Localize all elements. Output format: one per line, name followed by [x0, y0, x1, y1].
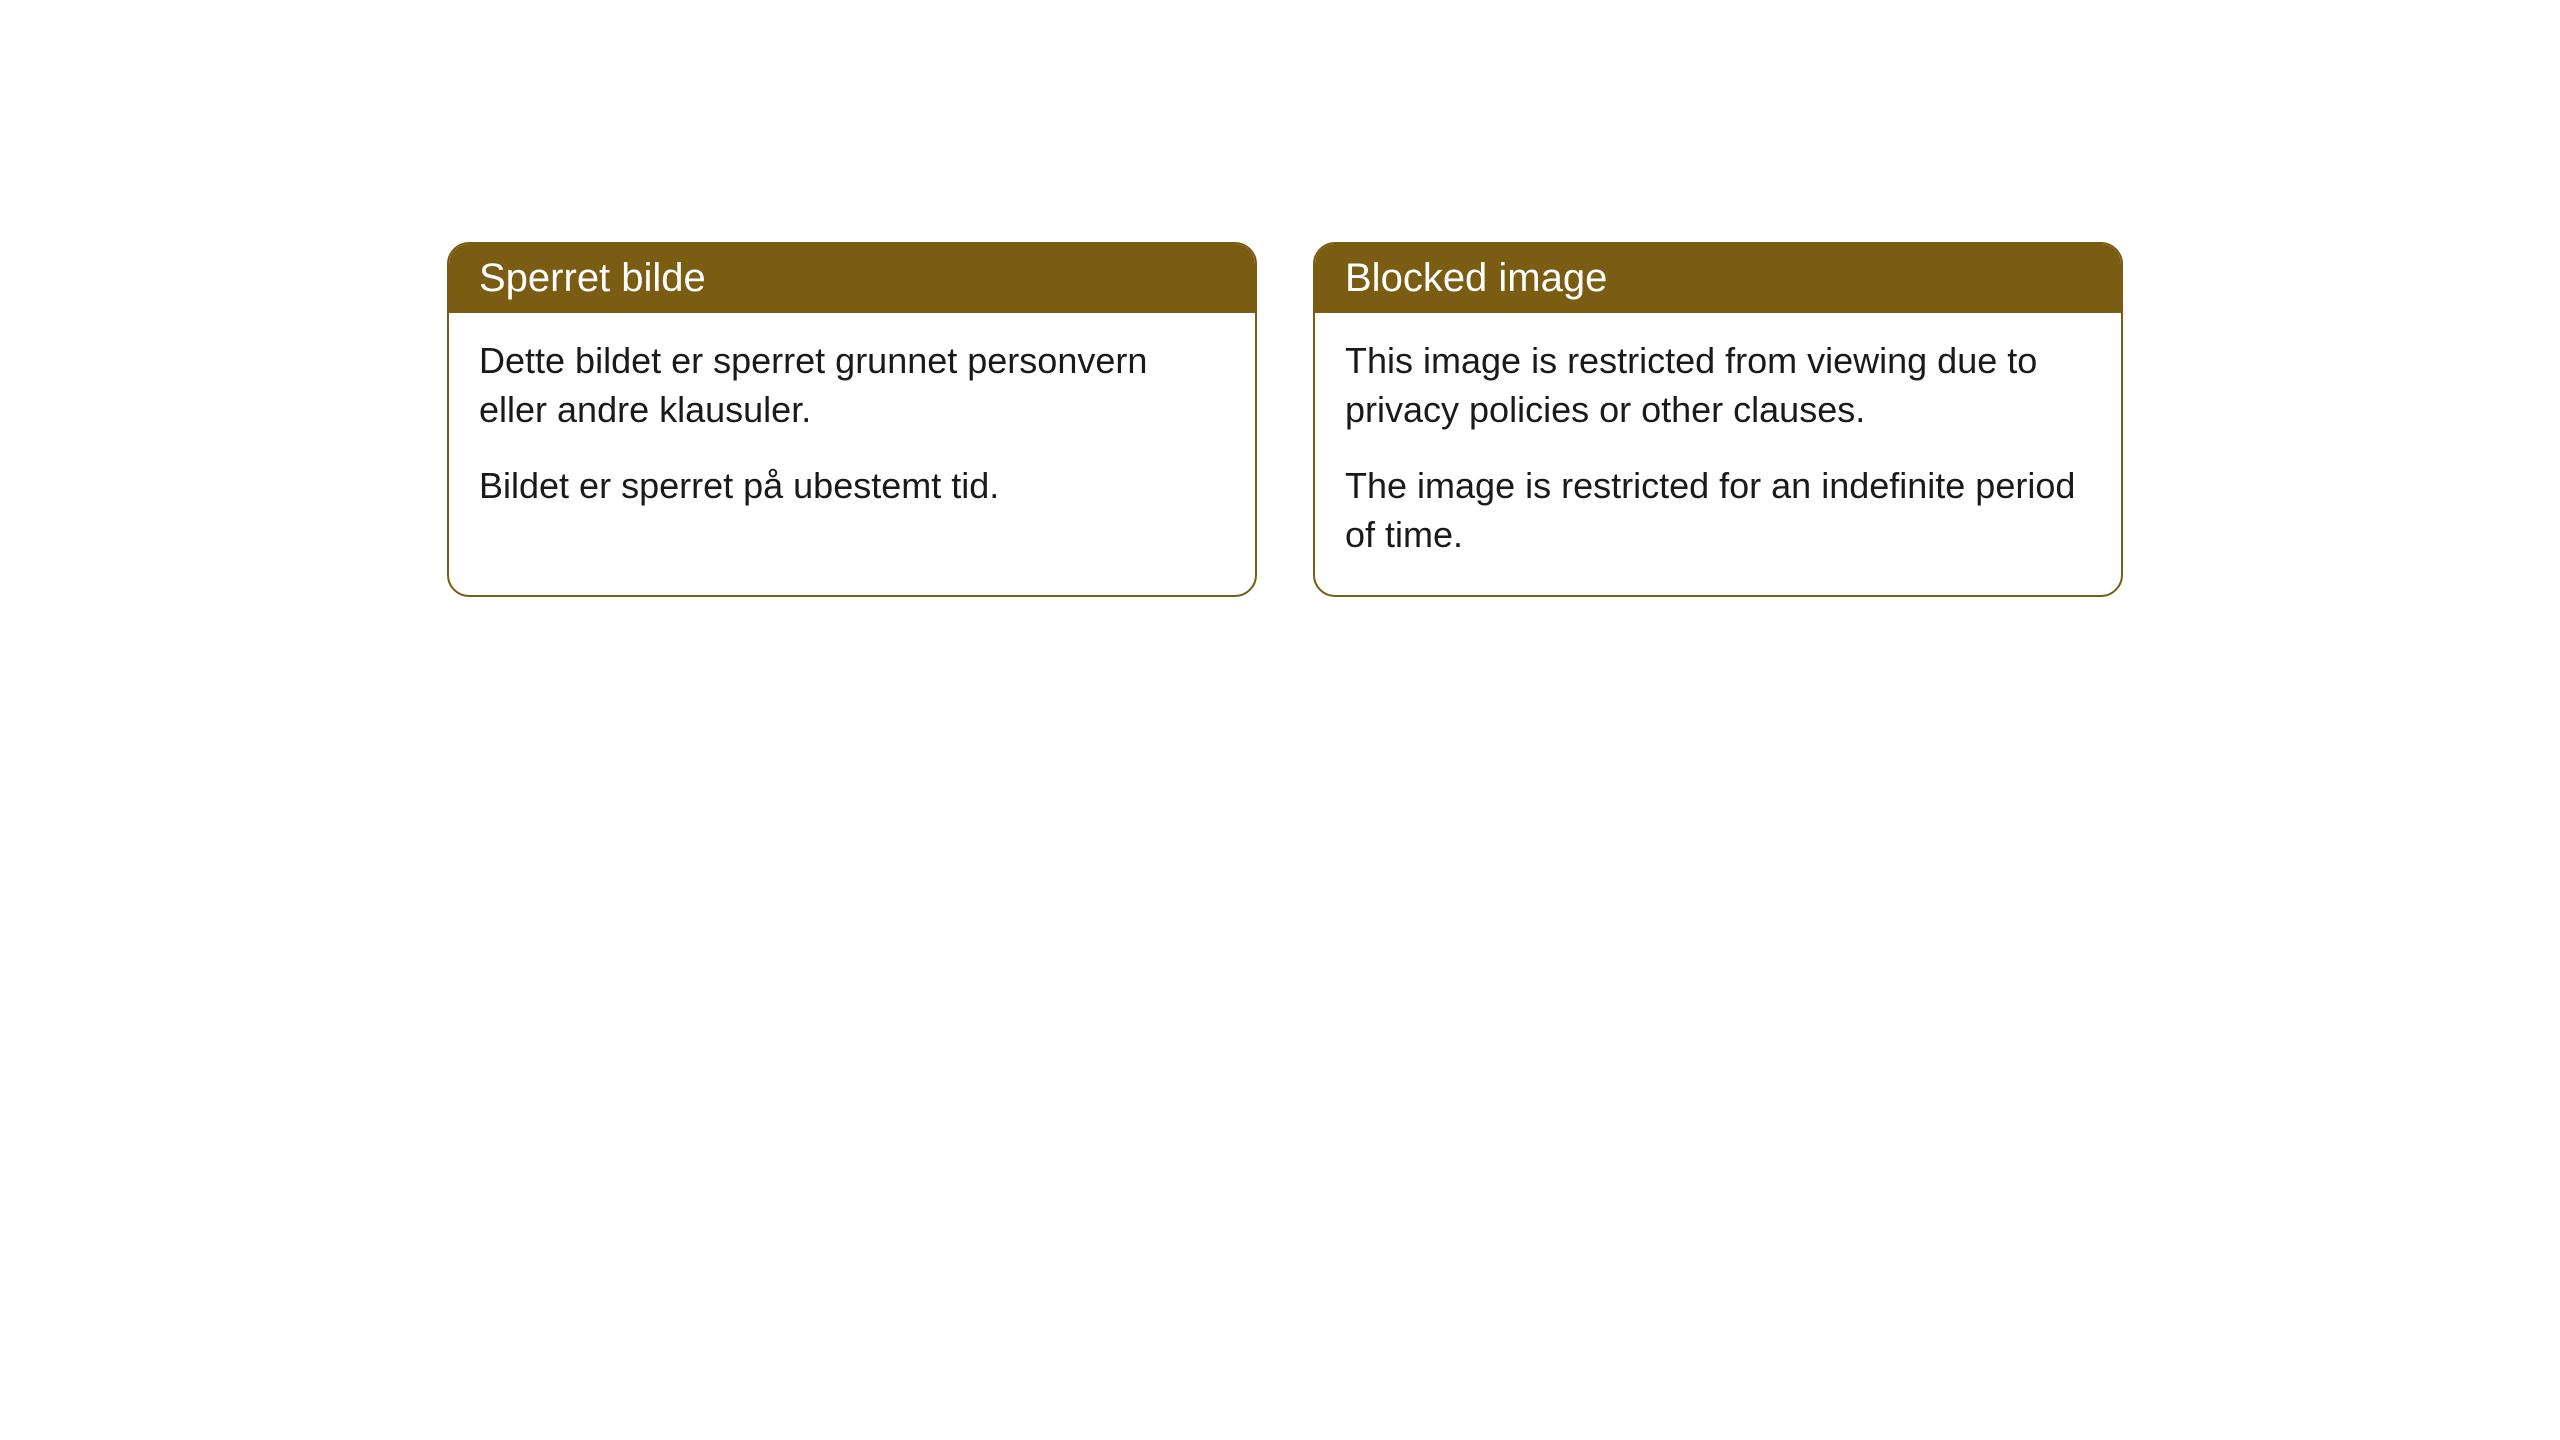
- card-paragraph-2-norwegian: Bildet er sperret på ubestemt tid.: [479, 462, 1225, 511]
- cards-container: Sperret bilde Dette bildet er sperret gr…: [0, 0, 2560, 597]
- card-body-english: This image is restricted from viewing du…: [1315, 313, 2121, 595]
- card-title-norwegian: Sperret bilde: [479, 256, 706, 300]
- card-paragraph-1-norwegian: Dette bildet er sperret grunnet personve…: [479, 337, 1225, 434]
- card-norwegian: Sperret bilde Dette bildet er sperret gr…: [447, 242, 1257, 597]
- card-paragraph-2-english: The image is restricted for an indefinit…: [1345, 462, 2091, 559]
- card-header-norwegian: Sperret bilde: [449, 244, 1255, 313]
- card-header-english: Blocked image: [1315, 244, 2121, 313]
- card-body-norwegian: Dette bildet er sperret grunnet personve…: [449, 313, 1255, 547]
- card-title-english: Blocked image: [1345, 256, 1607, 300]
- card-paragraph-1-english: This image is restricted from viewing du…: [1345, 337, 2091, 434]
- card-english: Blocked image This image is restricted f…: [1313, 242, 2123, 597]
